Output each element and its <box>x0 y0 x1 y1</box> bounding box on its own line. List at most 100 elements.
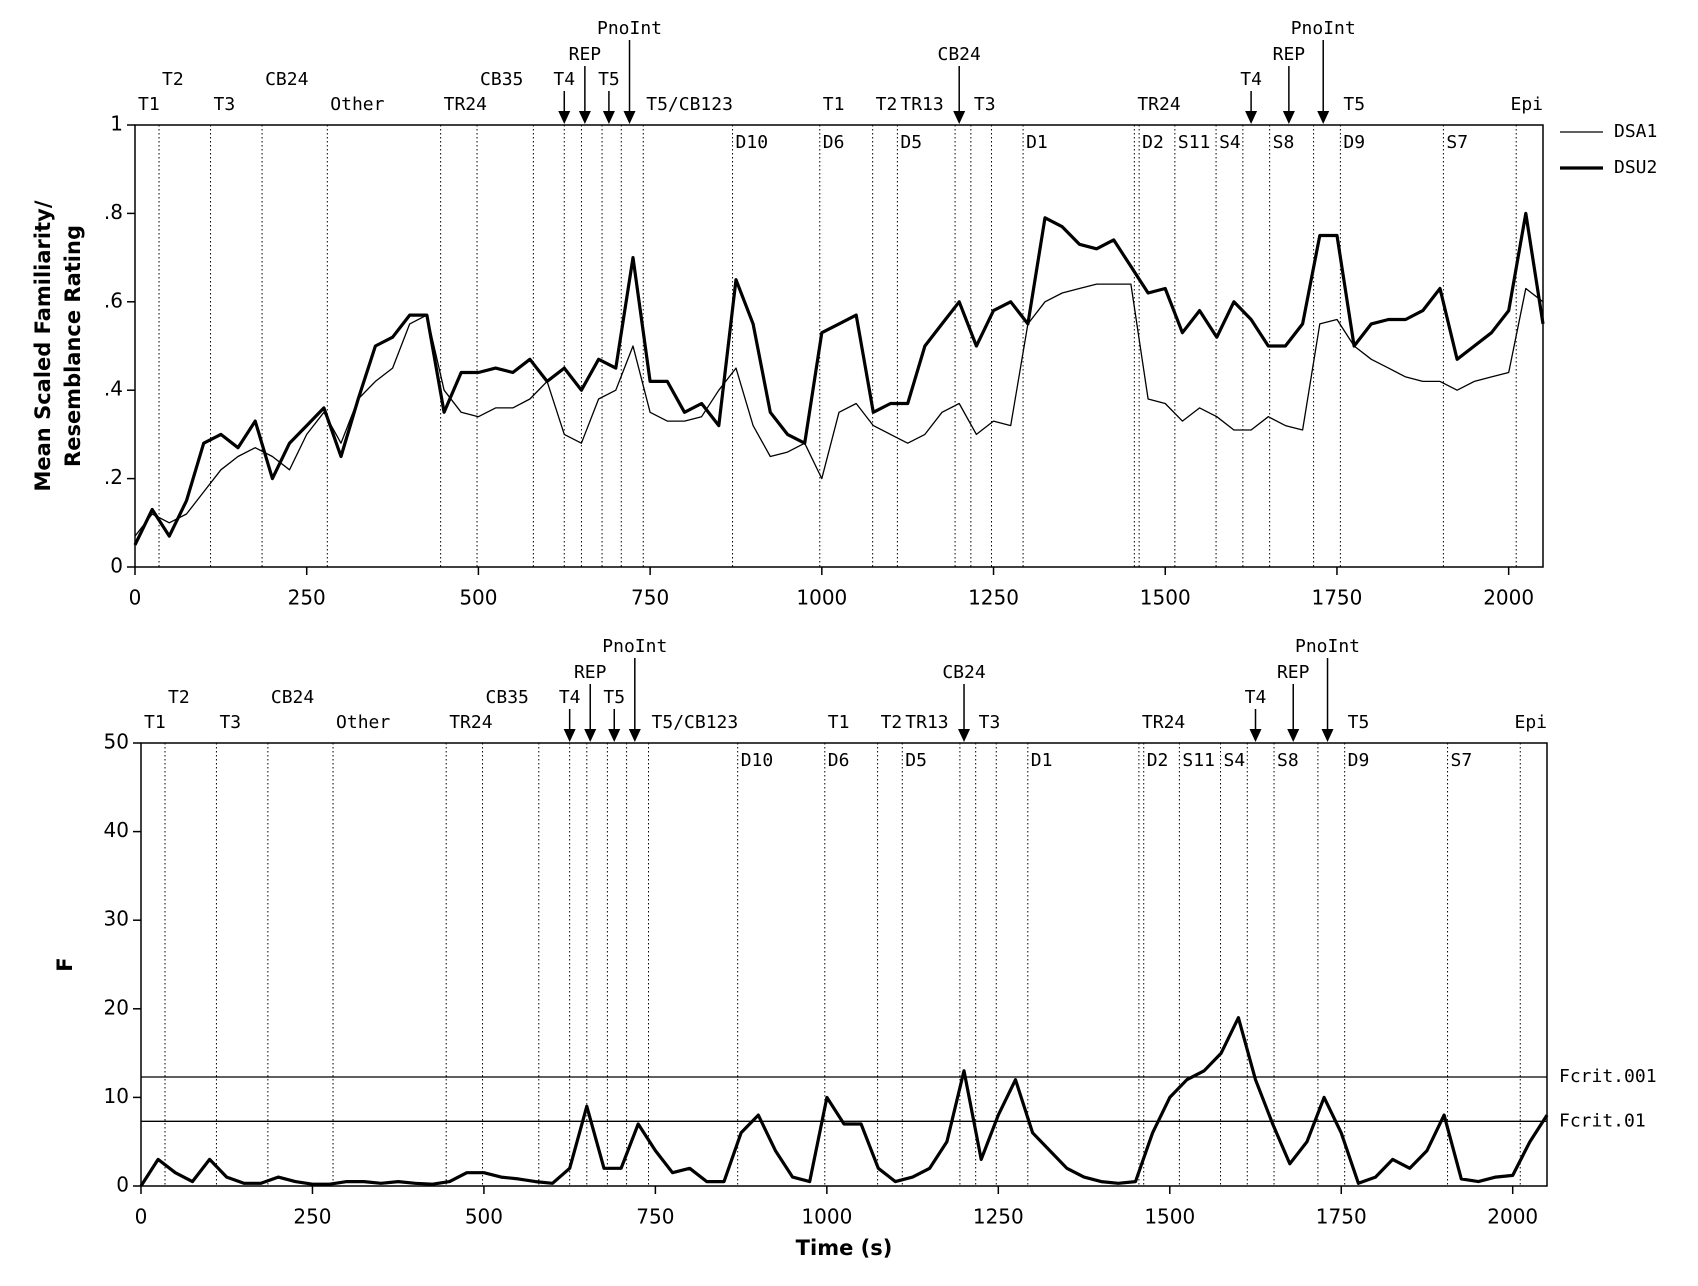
marker-arrowhead <box>1282 111 1295 124</box>
x-tick-label: 1750 <box>1311 586 1362 610</box>
marker-arrowhead <box>1287 729 1300 742</box>
marker-label: PnoInt <box>597 18 662 39</box>
marker-label: REP <box>1277 662 1310 683</box>
marker-label: T4 <box>553 69 575 90</box>
marker-label: PnoInt <box>1291 18 1356 39</box>
marker-label: Other <box>336 712 390 733</box>
marker-arrowhead <box>953 111 966 124</box>
marker-label: T5 <box>1348 712 1370 733</box>
y-axis-label: Mean Scaled Familiarity/ <box>31 200 55 491</box>
marker-label: TR13 <box>900 94 943 115</box>
marker-arrowhead <box>608 729 621 742</box>
marker-label: TR13 <box>905 712 948 733</box>
marker-arrowhead <box>558 111 571 124</box>
x-tick-label: 750 <box>636 1205 674 1229</box>
marker-label: T1 <box>138 94 160 115</box>
marker-arrowhead <box>1321 729 1334 742</box>
marker-label: T5 <box>603 687 625 708</box>
marker-label: D6 <box>828 750 850 771</box>
marker-label: T2 <box>881 712 903 733</box>
x-tick-label: 250 <box>293 1205 331 1229</box>
marker-label: T3 <box>979 712 1001 733</box>
plot-frame <box>134 124 1544 568</box>
x-tick-label: 1250 <box>968 586 1019 610</box>
reference-label: Fcrit.001 <box>1559 1066 1657 1087</box>
marker-arrowhead <box>628 729 641 742</box>
marker-arrowhead <box>1249 729 1262 742</box>
reference-label: Fcrit.01 <box>1559 1110 1646 1131</box>
y-tick-label: .8 <box>104 200 123 224</box>
marker-label: Epi <box>1510 94 1543 115</box>
marker-label: T2 <box>168 687 190 708</box>
marker-label: CB35 <box>480 69 523 90</box>
legend-label: DSA1 <box>1614 121 1657 142</box>
y-tick-label: 40 <box>104 818 129 842</box>
marker-arrowhead <box>563 729 576 742</box>
marker-arrowhead <box>958 729 971 742</box>
marker-label: T3 <box>219 712 241 733</box>
marker-label: Other <box>330 94 384 115</box>
marker-label: S11 <box>1178 132 1211 153</box>
y-tick-label: 20 <box>104 995 129 1019</box>
y-tick-label: 10 <box>104 1084 129 1108</box>
marker-label: T3 <box>974 94 996 115</box>
series-line <box>134 283 1544 537</box>
series-line <box>133 211 1545 546</box>
x-tick-label: 1000 <box>796 586 847 610</box>
marker-label: T5 <box>1343 94 1365 115</box>
x-tick-label: 1500 <box>1144 1205 1195 1229</box>
marker-label: D5 <box>905 750 927 771</box>
marker-label: D10 <box>741 750 774 771</box>
marker-label: T2 <box>162 69 184 90</box>
x-tick-label: 1750 <box>1316 1205 1367 1229</box>
marker-label: D1 <box>1031 750 1053 771</box>
marker-label: S8 <box>1273 132 1295 153</box>
marker-label: T4 <box>1245 687 1267 708</box>
legend-label: DSU2 <box>1614 157 1657 178</box>
x-tick-label: 500 <box>465 1205 503 1229</box>
x-tick-label: 0 <box>135 1205 148 1229</box>
marker-label: T5/CB123 <box>646 94 733 115</box>
marker-label: S4 <box>1219 132 1241 153</box>
marker-label: PnoInt <box>1295 636 1360 657</box>
y-tick-label: 0 <box>116 1173 129 1197</box>
marker-label: TR24 <box>1142 712 1185 733</box>
marker-label: PnoInt <box>602 636 667 657</box>
marker-label: Epi <box>1514 712 1547 733</box>
marker-label: T4 <box>1240 69 1262 90</box>
marker-label: CB24 <box>942 662 985 683</box>
plot-frame <box>140 742 1548 1187</box>
x-tick-label: 0 <box>129 586 142 610</box>
marker-label: T1 <box>823 94 845 115</box>
marker-arrowhead <box>1317 111 1330 124</box>
marker-arrowhead <box>623 111 636 124</box>
marker-label: CB35 <box>486 687 529 708</box>
marker-label: T5/CB123 <box>652 712 739 733</box>
marker-label: D2 <box>1147 750 1169 771</box>
marker-label: TR24 <box>449 712 492 733</box>
marker-label: REP <box>574 662 607 683</box>
marker-arrowhead <box>1245 111 1258 124</box>
marker-label: S7 <box>1451 750 1473 771</box>
y-tick-label: 1 <box>110 112 123 136</box>
marker-label: D6 <box>823 132 845 153</box>
marker-arrowhead <box>602 111 615 124</box>
marker-arrowhead <box>578 111 591 124</box>
marker-label: REP <box>1273 44 1306 65</box>
x-tick-label: 2000 <box>1487 1205 1538 1229</box>
y-axis-label: Resemblance Rating <box>61 225 85 467</box>
marker-label: S8 <box>1277 750 1299 771</box>
marker-label: D10 <box>736 132 769 153</box>
series-line <box>139 1016 1549 1187</box>
marker-label: CB24 <box>938 44 981 65</box>
marker-label: T5 <box>598 69 620 90</box>
marker-label: S4 <box>1224 750 1246 771</box>
marker-label: CB24 <box>265 69 308 90</box>
marker-label: D2 <box>1142 132 1164 153</box>
x-tick-label: 2000 <box>1483 586 1534 610</box>
x-axis-label: Time (s) <box>796 1236 893 1260</box>
y-tick-label: 50 <box>104 730 129 754</box>
marker-label: REP <box>569 44 602 65</box>
